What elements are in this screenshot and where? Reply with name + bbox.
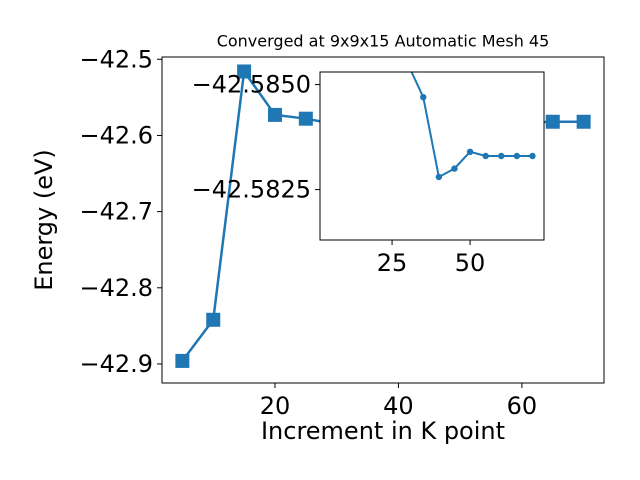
marker	[451, 165, 458, 172]
y-tick-label: −42.9	[79, 350, 153, 378]
x-tick-label: 50	[455, 249, 486, 277]
marker	[466, 148, 474, 155]
marker	[482, 152, 489, 160]
y-tick-label: −42.6	[79, 121, 153, 149]
marker	[175, 353, 190, 368]
axes: 25 50 −42.5825 −42.5850	[192, 71, 545, 277]
marker	[545, 114, 560, 129]
marker	[435, 173, 443, 181]
x-tick-label: 60	[507, 392, 538, 420]
marker	[420, 94, 427, 101]
chart-title: Converged at 9x9x15 Automatic Mesh 45	[217, 32, 550, 51]
y-tick-label: −42.5	[79, 45, 153, 73]
marker	[298, 111, 313, 126]
x-tick-label: 25	[377, 249, 408, 277]
y-tick-label: −42.7	[79, 198, 153, 226]
marker	[267, 107, 282, 122]
x-tick-label: 20	[260, 392, 291, 420]
plot-clip	[410, 72, 536, 181]
y-tick-label: −42.8	[79, 274, 153, 302]
marker	[576, 114, 591, 129]
x-axis-label: Increment in K point	[261, 417, 505, 445]
axes-frame	[319, 71, 545, 241]
marker	[529, 152, 536, 160]
marker	[206, 312, 221, 327]
marker	[513, 152, 521, 160]
axes-frame	[161, 56, 605, 384]
y-tick-label: −42.5825	[192, 176, 311, 204]
x-tick-label: 40	[383, 392, 414, 420]
marker	[498, 152, 505, 160]
y-tick-label: −42.5850	[192, 71, 311, 99]
marker	[237, 64, 252, 79]
y-axis-label: Energy (eV)	[30, 149, 58, 291]
